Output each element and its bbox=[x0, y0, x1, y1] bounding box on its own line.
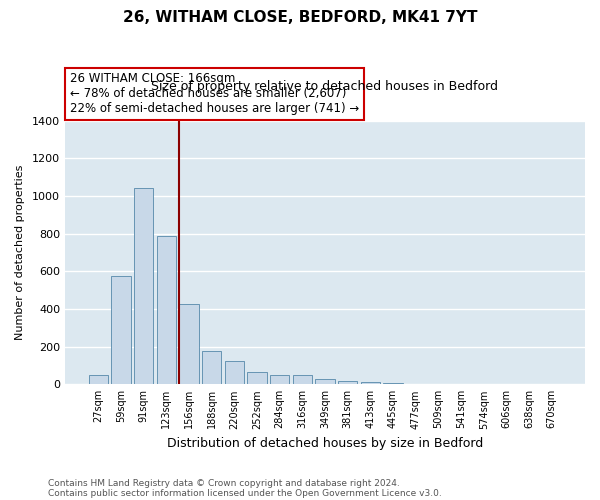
Bar bbox=[134, 188, 153, 384]
X-axis label: Distribution of detached houses by size in Bedford: Distribution of detached houses by size … bbox=[167, 437, 483, 450]
Bar bbox=[316, 379, 335, 384]
Text: Contains HM Land Registry data © Crown copyright and database right 2024.: Contains HM Land Registry data © Crown c… bbox=[48, 478, 400, 488]
Bar bbox=[247, 372, 266, 384]
Bar bbox=[361, 382, 380, 384]
Text: 26, WITHAM CLOSE, BEDFORD, MK41 7YT: 26, WITHAM CLOSE, BEDFORD, MK41 7YT bbox=[123, 10, 477, 25]
Bar bbox=[338, 380, 357, 384]
Text: Contains public sector information licensed under the Open Government Licence v3: Contains public sector information licen… bbox=[48, 488, 442, 498]
Bar bbox=[293, 375, 312, 384]
Bar bbox=[157, 236, 176, 384]
Title: Size of property relative to detached houses in Bedford: Size of property relative to detached ho… bbox=[151, 80, 499, 93]
Y-axis label: Number of detached properties: Number of detached properties bbox=[15, 164, 25, 340]
Bar bbox=[202, 351, 221, 384]
Bar bbox=[89, 375, 108, 384]
Bar bbox=[111, 276, 131, 384]
Bar bbox=[224, 361, 244, 384]
Bar bbox=[179, 304, 199, 384]
Text: 26 WITHAM CLOSE: 166sqm
← 78% of detached houses are smaller (2,607)
22% of semi: 26 WITHAM CLOSE: 166sqm ← 78% of detache… bbox=[70, 72, 359, 116]
Bar bbox=[383, 383, 403, 384]
Bar bbox=[270, 375, 289, 384]
